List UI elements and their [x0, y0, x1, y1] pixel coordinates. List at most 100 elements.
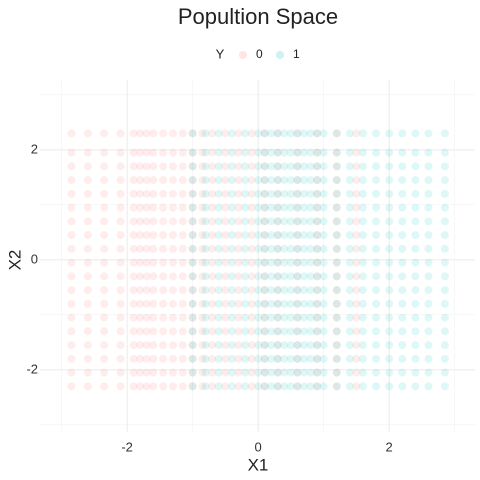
- point: [273, 176, 282, 185]
- point: [345, 189, 354, 198]
- point: [385, 299, 394, 308]
- point: [159, 368, 168, 377]
- x-tick-label: -2: [121, 439, 133, 454]
- point: [293, 382, 302, 391]
- point: [159, 313, 168, 322]
- point: [313, 244, 322, 253]
- point: [286, 189, 295, 198]
- point: [136, 341, 145, 350]
- point: [168, 272, 177, 281]
- point: [159, 382, 168, 391]
- point: [168, 327, 177, 336]
- point: [358, 189, 367, 198]
- point: [260, 189, 269, 198]
- point: [306, 244, 315, 253]
- point: [372, 258, 381, 267]
- point: [149, 327, 158, 336]
- point: [201, 354, 210, 363]
- point: [129, 299, 138, 308]
- point: [100, 231, 109, 240]
- point: [398, 327, 407, 336]
- point: [372, 382, 381, 391]
- point: [313, 162, 322, 171]
- point: [319, 203, 328, 212]
- point: [188, 368, 197, 377]
- point: [293, 286, 302, 295]
- point: [293, 244, 302, 253]
- point: [411, 368, 420, 377]
- point: [214, 299, 223, 308]
- point: [227, 176, 236, 185]
- point: [358, 313, 367, 322]
- point: [280, 341, 289, 350]
- point: [332, 313, 341, 322]
- y-tick-label: -2: [26, 361, 38, 376]
- point: [286, 176, 295, 185]
- point: [385, 382, 394, 391]
- point: [149, 162, 158, 171]
- point: [300, 129, 309, 138]
- point: [293, 258, 302, 267]
- point: [129, 327, 138, 336]
- point: [306, 313, 315, 322]
- point: [267, 129, 276, 138]
- point: [149, 368, 158, 377]
- point: [293, 258, 302, 267]
- point: [221, 299, 230, 308]
- point: [208, 354, 217, 363]
- point: [398, 272, 407, 281]
- point: [136, 258, 145, 267]
- point: [345, 231, 354, 240]
- point: [332, 313, 341, 322]
- point: [83, 368, 92, 377]
- point: [345, 258, 354, 267]
- point: [372, 162, 381, 171]
- point: [411, 217, 420, 226]
- point: [300, 217, 309, 226]
- point: [188, 313, 197, 322]
- point: [293, 244, 302, 253]
- point: [168, 231, 177, 240]
- point: [313, 272, 322, 281]
- point: [273, 368, 282, 377]
- point: [267, 272, 276, 281]
- point: [385, 203, 394, 212]
- point: [227, 299, 236, 308]
- point: [424, 354, 433, 363]
- point: [168, 258, 177, 267]
- point: [100, 299, 109, 308]
- point: [293, 129, 302, 138]
- point: [168, 129, 177, 138]
- point: [372, 368, 381, 377]
- point: [241, 313, 250, 322]
- point: [293, 272, 302, 281]
- point: [168, 299, 177, 308]
- point: [100, 382, 109, 391]
- point: [142, 354, 151, 363]
- point: [67, 217, 76, 226]
- point: [273, 244, 282, 253]
- point: [116, 217, 125, 226]
- point: [188, 203, 197, 212]
- point: [345, 368, 354, 377]
- point: [319, 129, 328, 138]
- point: [227, 244, 236, 253]
- point: [100, 354, 109, 363]
- point: [352, 244, 361, 253]
- point: [247, 244, 256, 253]
- point: [286, 231, 295, 240]
- point: [168, 354, 177, 363]
- point: [178, 162, 187, 171]
- point: [352, 189, 361, 198]
- point: [332, 189, 341, 198]
- point: [247, 286, 256, 295]
- point: [319, 286, 328, 295]
- point: [440, 176, 449, 185]
- point: [319, 162, 328, 171]
- point: [254, 341, 263, 350]
- point: [168, 382, 177, 391]
- point: [116, 148, 125, 157]
- point: [306, 327, 315, 336]
- point: [214, 368, 223, 377]
- point: [313, 286, 322, 295]
